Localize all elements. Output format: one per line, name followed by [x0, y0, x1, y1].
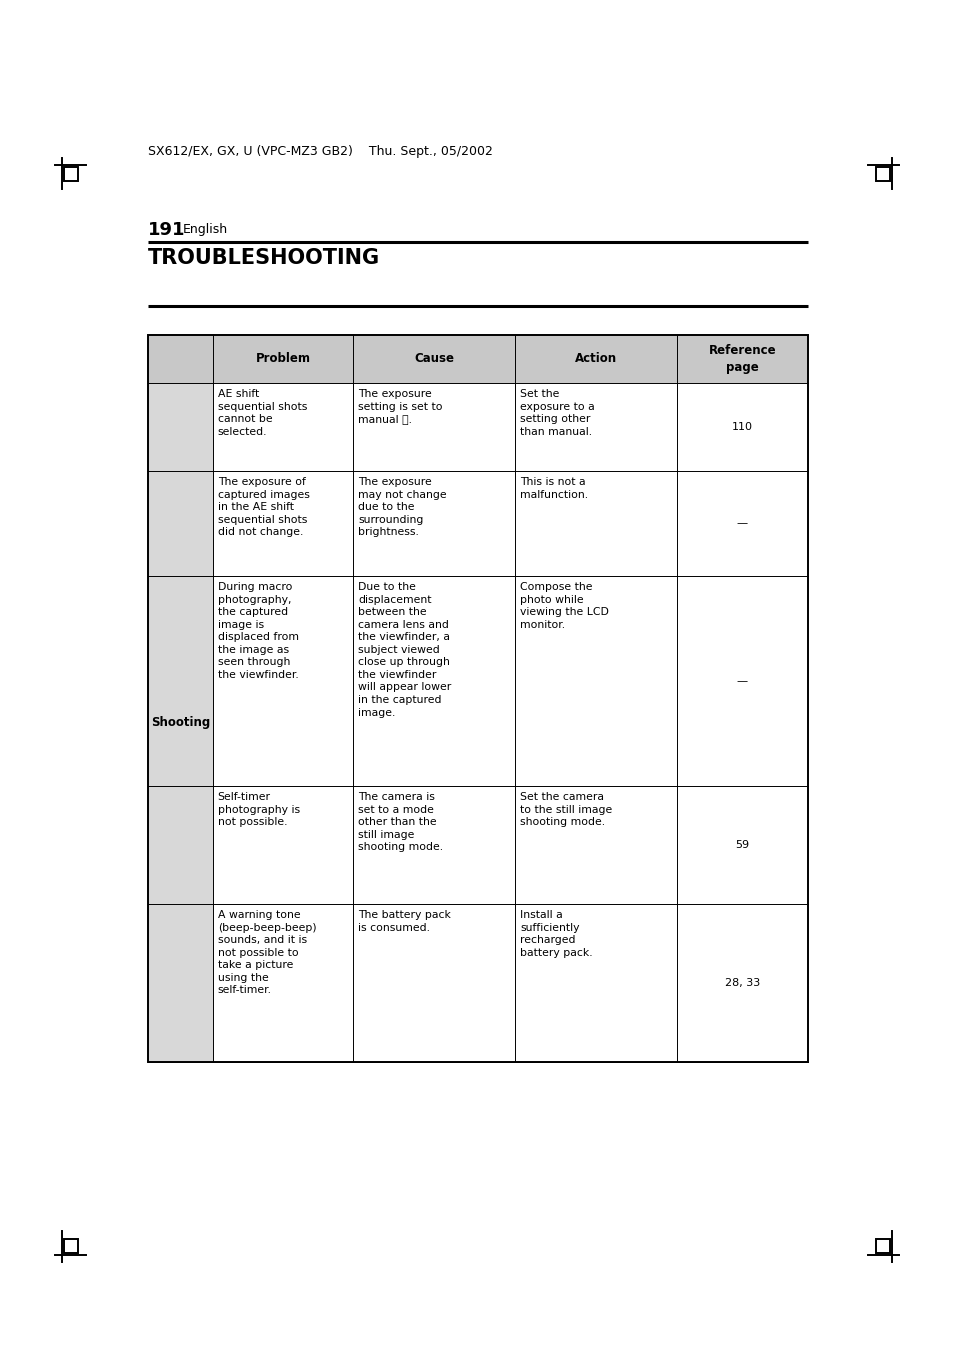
- Bar: [213, 470, 807, 576]
- Text: Action: Action: [574, 353, 617, 365]
- Text: Install a
sufficiently
recharged
battery pack.: Install a sufficiently recharged battery…: [519, 910, 592, 957]
- Text: 28, 33: 28, 33: [724, 977, 760, 988]
- Bar: [148, 576, 213, 786]
- Text: Reference
page: Reference page: [708, 345, 776, 373]
- Text: Shooting: Shooting: [151, 717, 210, 729]
- Text: Compose the
photo while
viewing the LCD
monitor.: Compose the photo while viewing the LCD …: [519, 581, 608, 630]
- Text: The exposure
setting is set to
manual Ⓜ.: The exposure setting is set to manual Ⓜ.: [358, 389, 442, 425]
- Text: TROUBLESHOOTING: TROUBLESHOOTING: [148, 247, 379, 268]
- Bar: [148, 335, 807, 383]
- Bar: [213, 904, 807, 1063]
- Text: English: English: [183, 223, 228, 237]
- Text: The battery pack
is consumed.: The battery pack is consumed.: [358, 910, 451, 933]
- Text: Due to the
displacement
between the
camera lens and
the viewfinder, a
subject vi: Due to the displacement between the came…: [358, 581, 451, 718]
- Bar: [64, 1238, 78, 1253]
- Bar: [64, 168, 78, 181]
- Bar: [875, 1238, 889, 1253]
- Bar: [213, 383, 807, 470]
- Text: SX612/EX, GX, U (VPC-MZ3 GB2)    Thu. Sept., 05/2002: SX612/EX, GX, U (VPC-MZ3 GB2) Thu. Sept.…: [148, 146, 493, 158]
- Text: Problem: Problem: [255, 353, 310, 365]
- Text: Set the camera
to the still image
shooting mode.: Set the camera to the still image shooti…: [519, 792, 612, 827]
- Bar: [148, 470, 213, 576]
- Bar: [213, 576, 807, 786]
- Text: Cause: Cause: [414, 353, 454, 365]
- Text: The exposure
may not change
due to the
surrounding
brightness.: The exposure may not change due to the s…: [358, 477, 446, 537]
- Text: During macro
photography,
the captured
image is
displaced from
the image as
seen: During macro photography, the captured i…: [217, 581, 298, 680]
- Bar: [148, 335, 807, 1063]
- Text: The exposure of
captured images
in the AE shift
sequential shots
did not change.: The exposure of captured images in the A…: [217, 477, 309, 537]
- Text: AE shift
sequential shots
cannot be
selected.: AE shift sequential shots cannot be sele…: [217, 389, 307, 437]
- Text: A warning tone
(beep-beep-beep)
sounds, and it is
not possible to
take a picture: A warning tone (beep-beep-beep) sounds, …: [217, 910, 316, 995]
- Text: Set the
exposure to a
setting other
than manual.: Set the exposure to a setting other than…: [519, 389, 594, 437]
- Bar: [148, 383, 213, 470]
- Text: Self-timer
photography is
not possible.: Self-timer photography is not possible.: [217, 792, 299, 827]
- Text: This is not a
malfunction.: This is not a malfunction.: [519, 477, 587, 499]
- Text: 59: 59: [735, 840, 749, 850]
- Text: —: —: [736, 519, 747, 529]
- Text: —: —: [736, 676, 747, 685]
- Bar: [875, 168, 889, 181]
- Bar: [148, 904, 213, 1063]
- Bar: [148, 786, 213, 904]
- Bar: [213, 786, 807, 904]
- Text: 110: 110: [731, 422, 752, 433]
- Text: The camera is
set to a mode
other than the
still image
shooting mode.: The camera is set to a mode other than t…: [358, 792, 443, 852]
- Text: 191: 191: [148, 220, 185, 239]
